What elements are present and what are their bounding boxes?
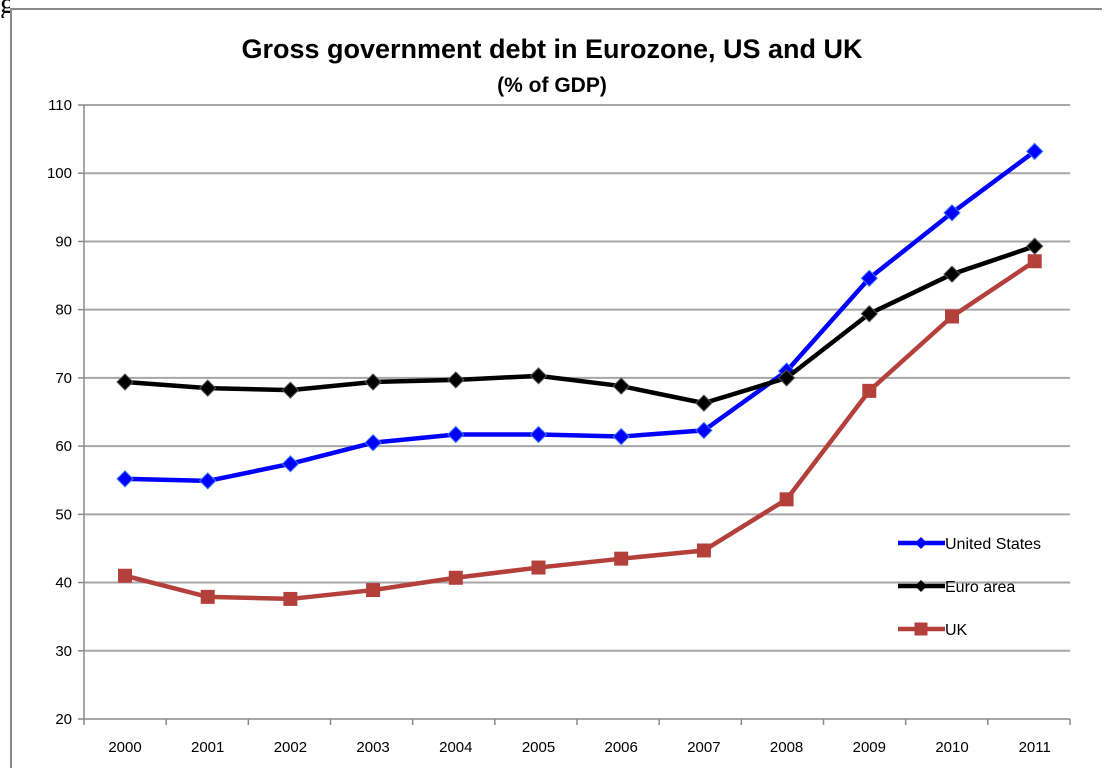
x-tick-label: 2006 [605, 739, 638, 756]
series-line [122, 243, 1037, 406]
data-point [281, 455, 300, 473]
x-tick-label: 2007 [687, 739, 720, 756]
y-tick-label: 100 [47, 165, 72, 182]
data-point [777, 369, 796, 387]
series-lines [116, 142, 1044, 606]
y-tick-labels: 20 30 40 50 60 70 80 90 100 110 [47, 97, 72, 728]
x-tick-label: 2005 [522, 739, 555, 756]
data-point [366, 583, 381, 598]
x-tick-label: 2008 [770, 739, 803, 756]
data-point [447, 425, 465, 444]
legend: United States Euro area UK [898, 536, 1041, 639]
data-point [529, 425, 548, 444]
y-tick-label: 50 [55, 506, 72, 523]
series-uk [118, 254, 1042, 606]
legend-label: UK [945, 622, 968, 639]
data-point [860, 269, 879, 287]
data-point [862, 383, 877, 398]
data-point [943, 265, 961, 283]
data-point [945, 309, 959, 324]
y-tick-label: 110 [48, 97, 72, 114]
legend-marker [915, 537, 927, 549]
chart-subtitle: (% of GDP) [497, 74, 607, 97]
data-point [198, 379, 217, 397]
data-point [200, 589, 215, 604]
x-tick-label: 2009 [853, 739, 886, 756]
legend-item: United States [898, 536, 1041, 553]
x-tick-label: 2000 [108, 739, 141, 756]
data-point [943, 204, 961, 222]
data-point [283, 591, 298, 606]
x-tick-label: 2004 [439, 739, 472, 756]
legend-marker [914, 622, 928, 636]
y-tick-label: 20 [55, 711, 72, 728]
legend-marker [915, 580, 927, 592]
data-point [1025, 142, 1044, 161]
gridlines [84, 104, 1070, 652]
data-point [612, 427, 630, 446]
y-tick-label: 70 [55, 370, 72, 387]
x-tick-label: 2011 [1019, 739, 1051, 756]
data-point [529, 367, 548, 385]
data-point [364, 373, 382, 391]
series-euro-area [116, 237, 1044, 412]
chart-frame [10, 8, 1102, 768]
legend-label: United States [945, 536, 1041, 553]
y-tick-label: 80 [55, 302, 72, 319]
data-point [1027, 254, 1042, 269]
data-point [447, 371, 465, 389]
data-point [198, 472, 217, 490]
x-tick-label: 2003 [356, 739, 389, 756]
x-tick-label: 2002 [274, 739, 307, 756]
axes [78, 104, 1071, 725]
series-line [122, 258, 1037, 602]
data-point [364, 433, 382, 452]
data-point [116, 470, 134, 488]
series-line [122, 149, 1037, 484]
data-point [695, 421, 713, 440]
x-tick-label: 2010 [935, 739, 968, 756]
data-point [531, 560, 546, 575]
data-point [448, 570, 463, 585]
data-point [281, 381, 300, 399]
data-point [860, 305, 879, 323]
data-point [116, 373, 134, 391]
y-tick-label: 90 [55, 233, 72, 250]
legend-item: Euro area [898, 579, 1015, 596]
cropped-glyph: g [0, 0, 10, 18]
data-point [614, 551, 629, 566]
x-tick-labels: 2000 2001 2002 2003 2004 2005 2006 2007 2008 2009… [108, 739, 1051, 756]
x-tick-label: 2001 [191, 739, 224, 756]
y-tick-label: 40 [55, 575, 72, 592]
legend-label: Euro area [945, 579, 1015, 596]
data-point [612, 377, 630, 395]
data-point [1025, 237, 1044, 255]
data-point [779, 492, 794, 507]
chart-title: Gross government debt in Eurozone, US an… [241, 34, 863, 64]
data-point [695, 394, 713, 412]
legend-item: UK [898, 622, 968, 639]
series-united-states [116, 142, 1044, 490]
y-tick-label: 60 [55, 438, 72, 455]
y-tick-label: 30 [55, 643, 72, 660]
data-point [118, 568, 132, 583]
data-point [696, 543, 711, 558]
